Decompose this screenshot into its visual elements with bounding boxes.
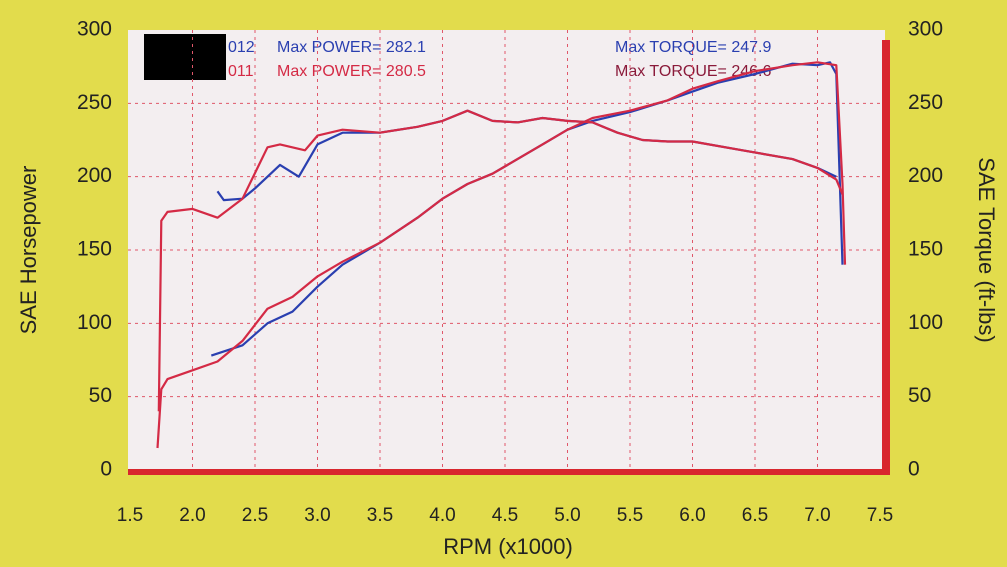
y-tick-label: 100	[77, 311, 112, 334]
y-tick-label: 200	[77, 164, 112, 187]
x-tick-label: 3.5	[367, 505, 393, 526]
legend-label: 011	[228, 63, 254, 80]
x-tick-label: 2.5	[242, 505, 268, 526]
x-axis-label: RPM (x1000)	[443, 534, 573, 559]
y-tick-label: 150	[77, 238, 112, 261]
x-tick-label: 7.5	[867, 505, 893, 526]
x-tick-label: 5.0	[554, 505, 580, 526]
legend-label: 012	[228, 39, 255, 56]
x-tick-label: 7.0	[804, 505, 830, 526]
data-line	[157, 109, 844, 412]
y-tick-label: 0	[100, 458, 112, 481]
y2-tick-label: 300	[908, 18, 943, 41]
y-tick-label: 50	[89, 384, 112, 407]
y-tick-label: 250	[77, 91, 112, 114]
y2-tick-label: 100	[908, 311, 943, 334]
x-tick-label: 4.0	[429, 505, 455, 526]
legend-label: Max TORQUE= 246.6	[615, 63, 771, 80]
y2-tick-label: 250	[908, 91, 943, 114]
legend-label: Max TORQUE= 247.9	[615, 39, 771, 56]
data-line	[156, 61, 847, 449]
x-tick-label: 1.5	[117, 505, 143, 526]
x-tick-label: 6.5	[742, 505, 768, 526]
x-tick-label: 6.0	[679, 505, 705, 526]
x-tick-label: 4.5	[492, 505, 518, 526]
y2-tick-label: 0	[908, 458, 920, 481]
y2-tick-label: 150	[908, 238, 943, 261]
redaction-box	[144, 34, 226, 80]
y-tick-label: 300	[77, 18, 112, 41]
x-tick-label: 5.5	[617, 505, 643, 526]
legend-label: Max POWER= 280.5	[277, 63, 426, 80]
y2-tick-label: 200	[908, 164, 943, 187]
y-axis-label: SAE Horsepower	[16, 166, 41, 335]
x-tick-label: 3.0	[304, 505, 330, 526]
y2-tick-label: 50	[908, 384, 931, 407]
y2-axis-label: SAE Torque (ft-lbs)	[974, 157, 999, 342]
legend-label: Max POWER= 282.1	[277, 39, 426, 56]
x-tick-label: 2.0	[179, 505, 205, 526]
